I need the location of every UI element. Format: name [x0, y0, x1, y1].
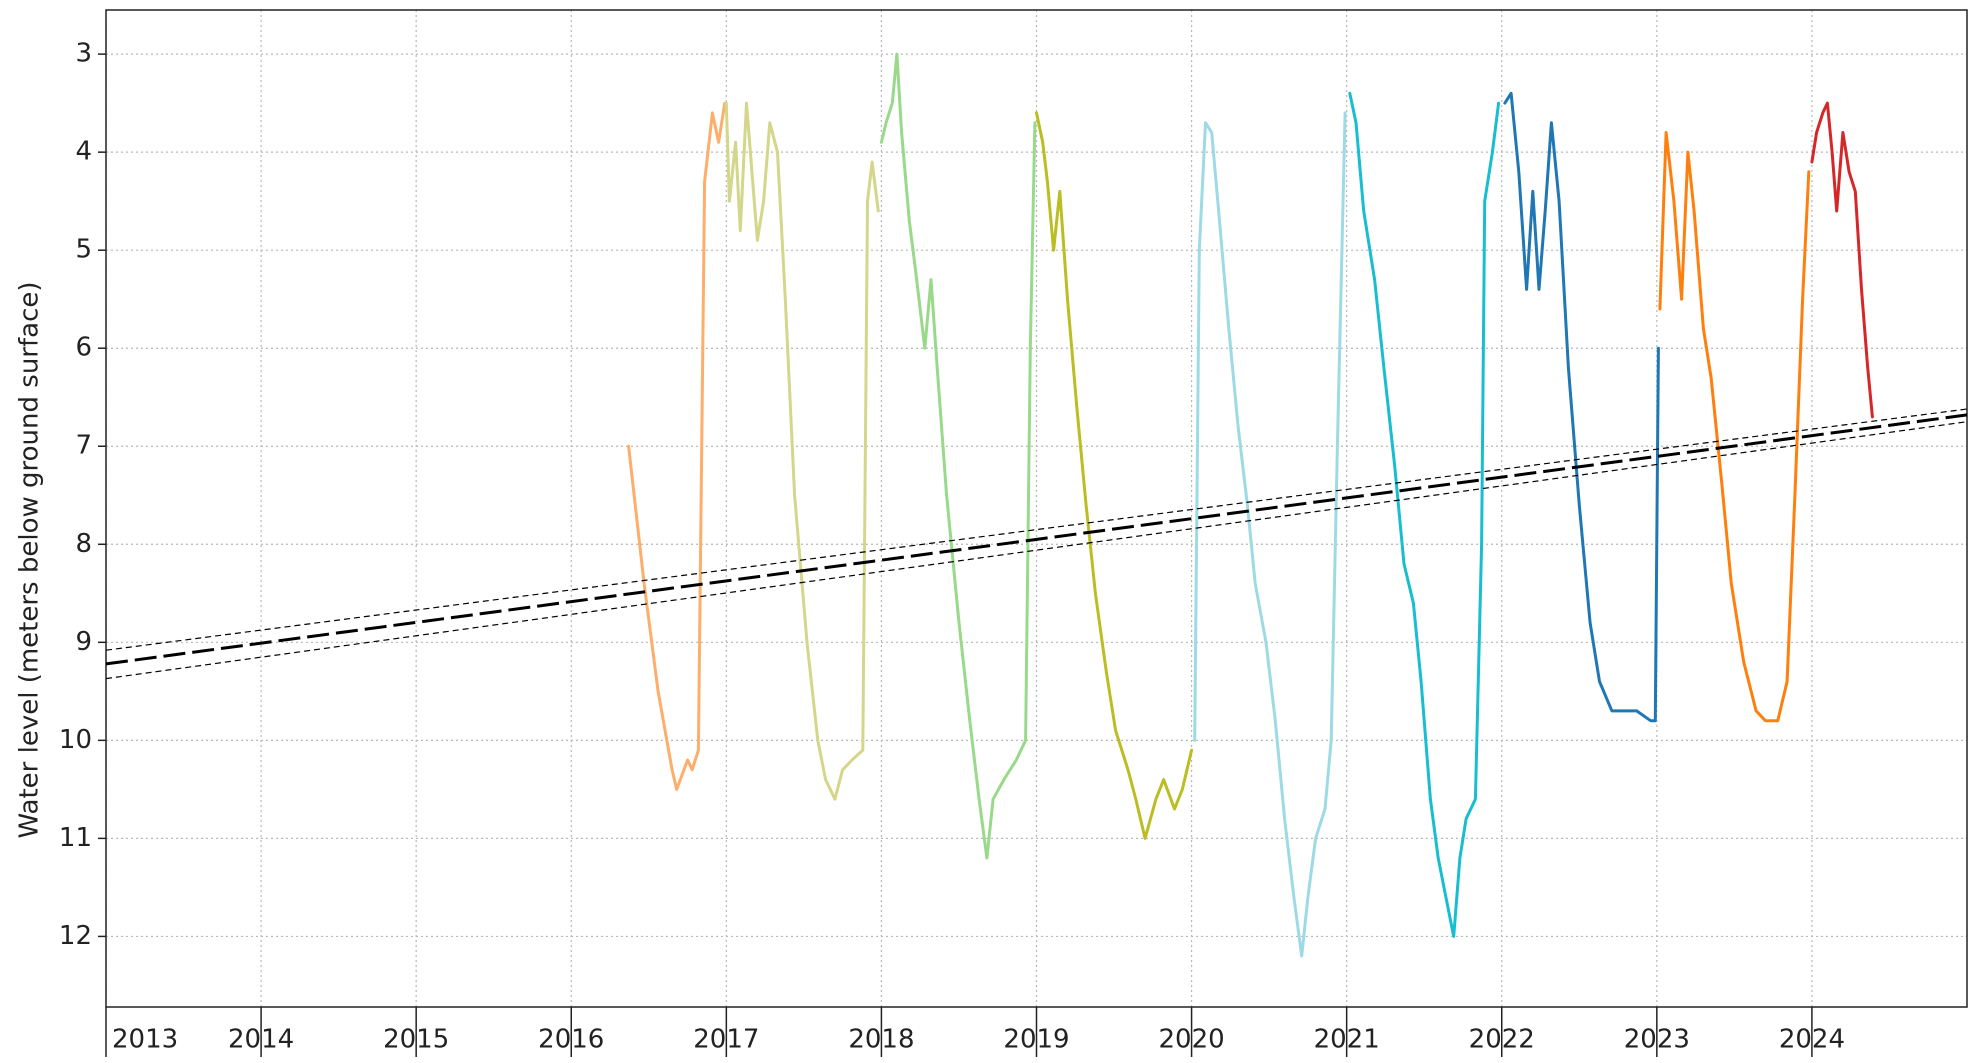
- y-tick-label: 8: [75, 529, 92, 559]
- x-tick-label: 2020: [1158, 1025, 1224, 1055]
- y-tick-label: 12: [59, 921, 92, 951]
- y-axis-label: Water level (meters below ground surface…: [15, 281, 45, 838]
- series-line: [1503, 91, 1660, 723]
- trend-line: [105, 421, 1968, 680]
- x-tick-label: 2021: [1314, 1025, 1380, 1055]
- series-line: [879, 52, 1037, 860]
- series-line: [1348, 91, 1501, 938]
- y-tick-label: 11: [59, 823, 92, 853]
- y-tick-label: 9: [75, 627, 92, 657]
- x-tick-label: 2018: [848, 1025, 914, 1055]
- y-tick-label: 7: [75, 431, 92, 461]
- series-line: [627, 101, 727, 791]
- x-tick-label: 2022: [1469, 1025, 1535, 1055]
- plot-frame: [105, 9, 1968, 1008]
- y-tick-label: 4: [75, 137, 92, 167]
- x-tick-label: 2013: [112, 1025, 178, 1055]
- x-tick-label: 2023: [1624, 1025, 1690, 1055]
- y-tick-label: 5: [75, 235, 92, 265]
- trend-line: [105, 408, 1968, 651]
- series-line: [1658, 131, 1811, 723]
- series-line: [1810, 101, 1874, 419]
- trend-line: [105, 413, 1968, 666]
- series-line: [724, 101, 880, 801]
- y-tick-label: 10: [59, 725, 92, 755]
- x-tick-label: 2024: [1779, 1025, 1845, 1055]
- x-tick-label: 2015: [383, 1025, 449, 1055]
- series-line: [1035, 111, 1194, 840]
- x-tick-label: 2017: [693, 1025, 759, 1055]
- x-tick-label: 2019: [1003, 1025, 1069, 1055]
- x-tick-label: 2016: [538, 1025, 604, 1055]
- series-line: [1193, 111, 1347, 958]
- y-tick-label: 6: [75, 333, 92, 363]
- y-tick-label: 3: [75, 39, 92, 69]
- x-tick-label: 2014: [228, 1025, 294, 1055]
